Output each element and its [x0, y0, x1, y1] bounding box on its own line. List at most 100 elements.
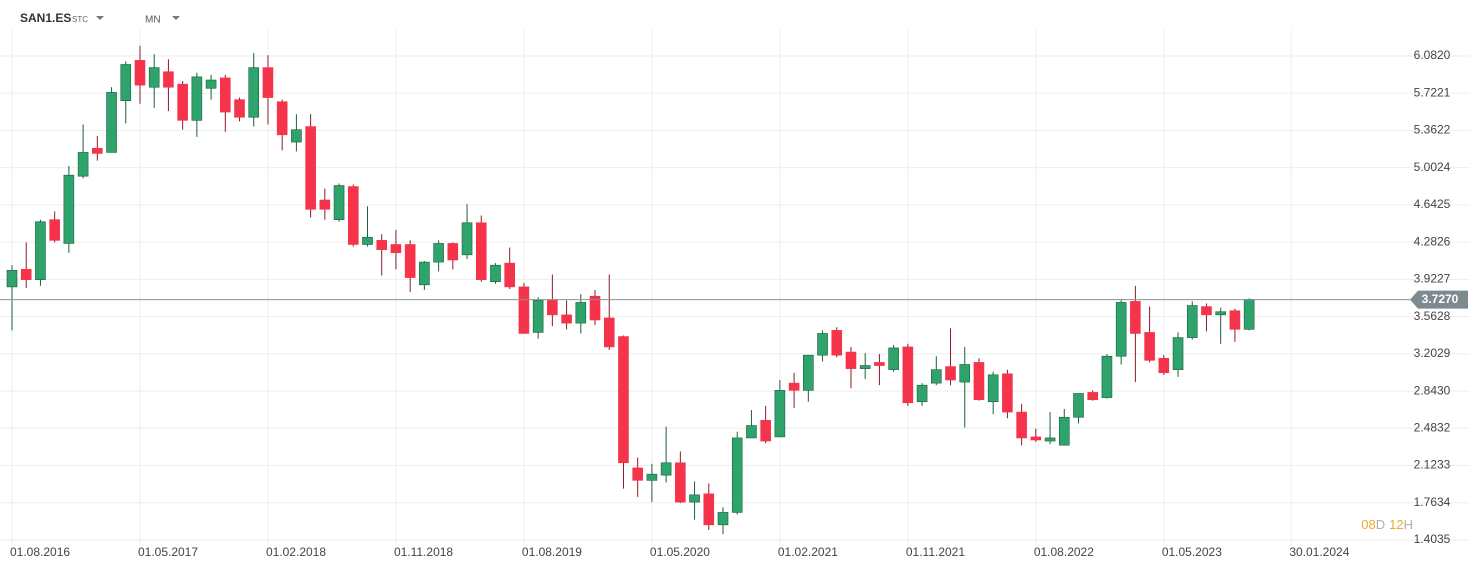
candle-body — [1016, 411, 1027, 439]
candle-body — [518, 286, 530, 334]
candle-body — [475, 222, 487, 280]
interval[interactable]: MN — [145, 15, 161, 26]
candle-body — [6, 270, 18, 288]
candle-body — [660, 462, 672, 476]
candle-body — [803, 354, 814, 391]
candle-body — [746, 425, 757, 439]
symbol-dropdown[interactable] — [96, 16, 104, 20]
candle-body — [504, 262, 516, 288]
candle-body — [433, 243, 444, 263]
candle-body — [20, 269, 32, 280]
candle-body — [930, 369, 942, 384]
x-tick-label: 01.08.2016 — [10, 545, 70, 559]
candle-body — [731, 437, 743, 513]
candle-body — [148, 67, 160, 88]
candle-body — [376, 240, 388, 250]
candle-body — [319, 199, 331, 210]
candle-body — [390, 244, 402, 254]
y-tick-label: 4.2826 — [1414, 234, 1451, 248]
candle-body — [205, 79, 217, 89]
candle-body — [447, 243, 459, 261]
candle-body — [404, 244, 416, 278]
candle-body — [532, 300, 544, 333]
y-tick-label: 2.1233 — [1414, 458, 1451, 472]
candle-body — [603, 317, 615, 348]
grid — [0, 30, 1470, 545]
candle-body — [618, 336, 629, 464]
candle-body — [291, 129, 302, 143]
y-tick-label: 3.2029 — [1414, 346, 1451, 360]
candle-body — [262, 67, 274, 98]
interval-dropdown[interactable] — [172, 16, 180, 20]
candle-body — [1158, 357, 1170, 374]
x-tick-label: 01.08.2019 — [522, 545, 582, 559]
candle-body — [1172, 337, 1184, 370]
candle-body — [703, 493, 715, 526]
candle-body — [305, 126, 316, 210]
candle-body — [1243, 299, 1255, 330]
countdown-part: 12 — [1389, 517, 1403, 532]
candle-body — [646, 473, 658, 481]
countdown: 08D 12H — [1361, 517, 1413, 532]
y-tick-label: 3.9227 — [1414, 272, 1451, 286]
candle-body — [888, 347, 899, 370]
candle-body — [1101, 355, 1113, 398]
x-tick-label: 01.11.2018 — [394, 545, 453, 559]
candle-body — [347, 186, 359, 245]
candle-body — [276, 101, 288, 136]
candle-body — [547, 300, 558, 316]
candles — [6, 45, 1255, 535]
candle-body — [419, 261, 430, 286]
countdown-part: 08 — [1361, 517, 1375, 532]
candle-body — [959, 364, 971, 383]
x-tick-label: 01.02.2021 — [778, 545, 838, 559]
candle-body — [362, 236, 373, 245]
candle-body — [632, 467, 643, 481]
x-tick-label: 01.11.2021 — [906, 545, 965, 559]
symbol-tag: STC — [72, 15, 88, 24]
candle-body — [1044, 437, 1056, 442]
y-tick-label: 3.5628 — [1414, 309, 1451, 323]
candle-body — [675, 462, 686, 503]
candle-body — [191, 76, 203, 121]
countdown-part: H — [1404, 517, 1413, 532]
candle-body — [916, 384, 928, 403]
candle-body — [760, 420, 771, 442]
x-tick-label: 01.05.2020 — [650, 545, 710, 559]
candle-body — [689, 494, 700, 503]
x-tick-label: 01.05.2017 — [138, 545, 198, 559]
candle-body — [987, 374, 999, 403]
candle-body — [92, 147, 103, 154]
candle-body — [248, 67, 260, 118]
countdown-part: D — [1376, 517, 1385, 532]
y-tick-label: 1.4035 — [1414, 532, 1451, 546]
y-tick-label: 2.4832 — [1414, 420, 1451, 434]
candle-body — [973, 362, 985, 400]
candle-body — [77, 152, 89, 177]
candle-body — [1087, 392, 1099, 400]
candle-body — [120, 64, 132, 101]
candle-body — [1030, 436, 1042, 441]
candle-body — [106, 92, 117, 153]
candle-body — [163, 71, 174, 88]
candle-body — [774, 390, 786, 438]
symbol[interactable]: SAN1.ES — [20, 11, 71, 25]
candle-body — [490, 264, 501, 283]
candle-body — [1115, 302, 1127, 357]
candle-body — [1201, 306, 1212, 316]
candle-body — [589, 295, 601, 321]
candle-body — [788, 382, 800, 391]
y-tick-label: 2.8430 — [1414, 383, 1451, 397]
y-tick-label: 1.7634 — [1414, 495, 1451, 509]
y-tick-label: 4.6425 — [1414, 197, 1451, 211]
x-tick-label: 01.05.2023 — [1162, 545, 1222, 559]
candle-body — [902, 346, 914, 404]
candle-body — [35, 221, 46, 280]
candle-body — [220, 77, 231, 113]
axes: 1.4035 1.7634 2.1233 2.4832 2.8430 3.2029 3.56… — [0, 48, 1468, 559]
candle-body — [1144, 332, 1155, 361]
candle-body — [874, 362, 885, 366]
candle-body — [717, 512, 729, 526]
